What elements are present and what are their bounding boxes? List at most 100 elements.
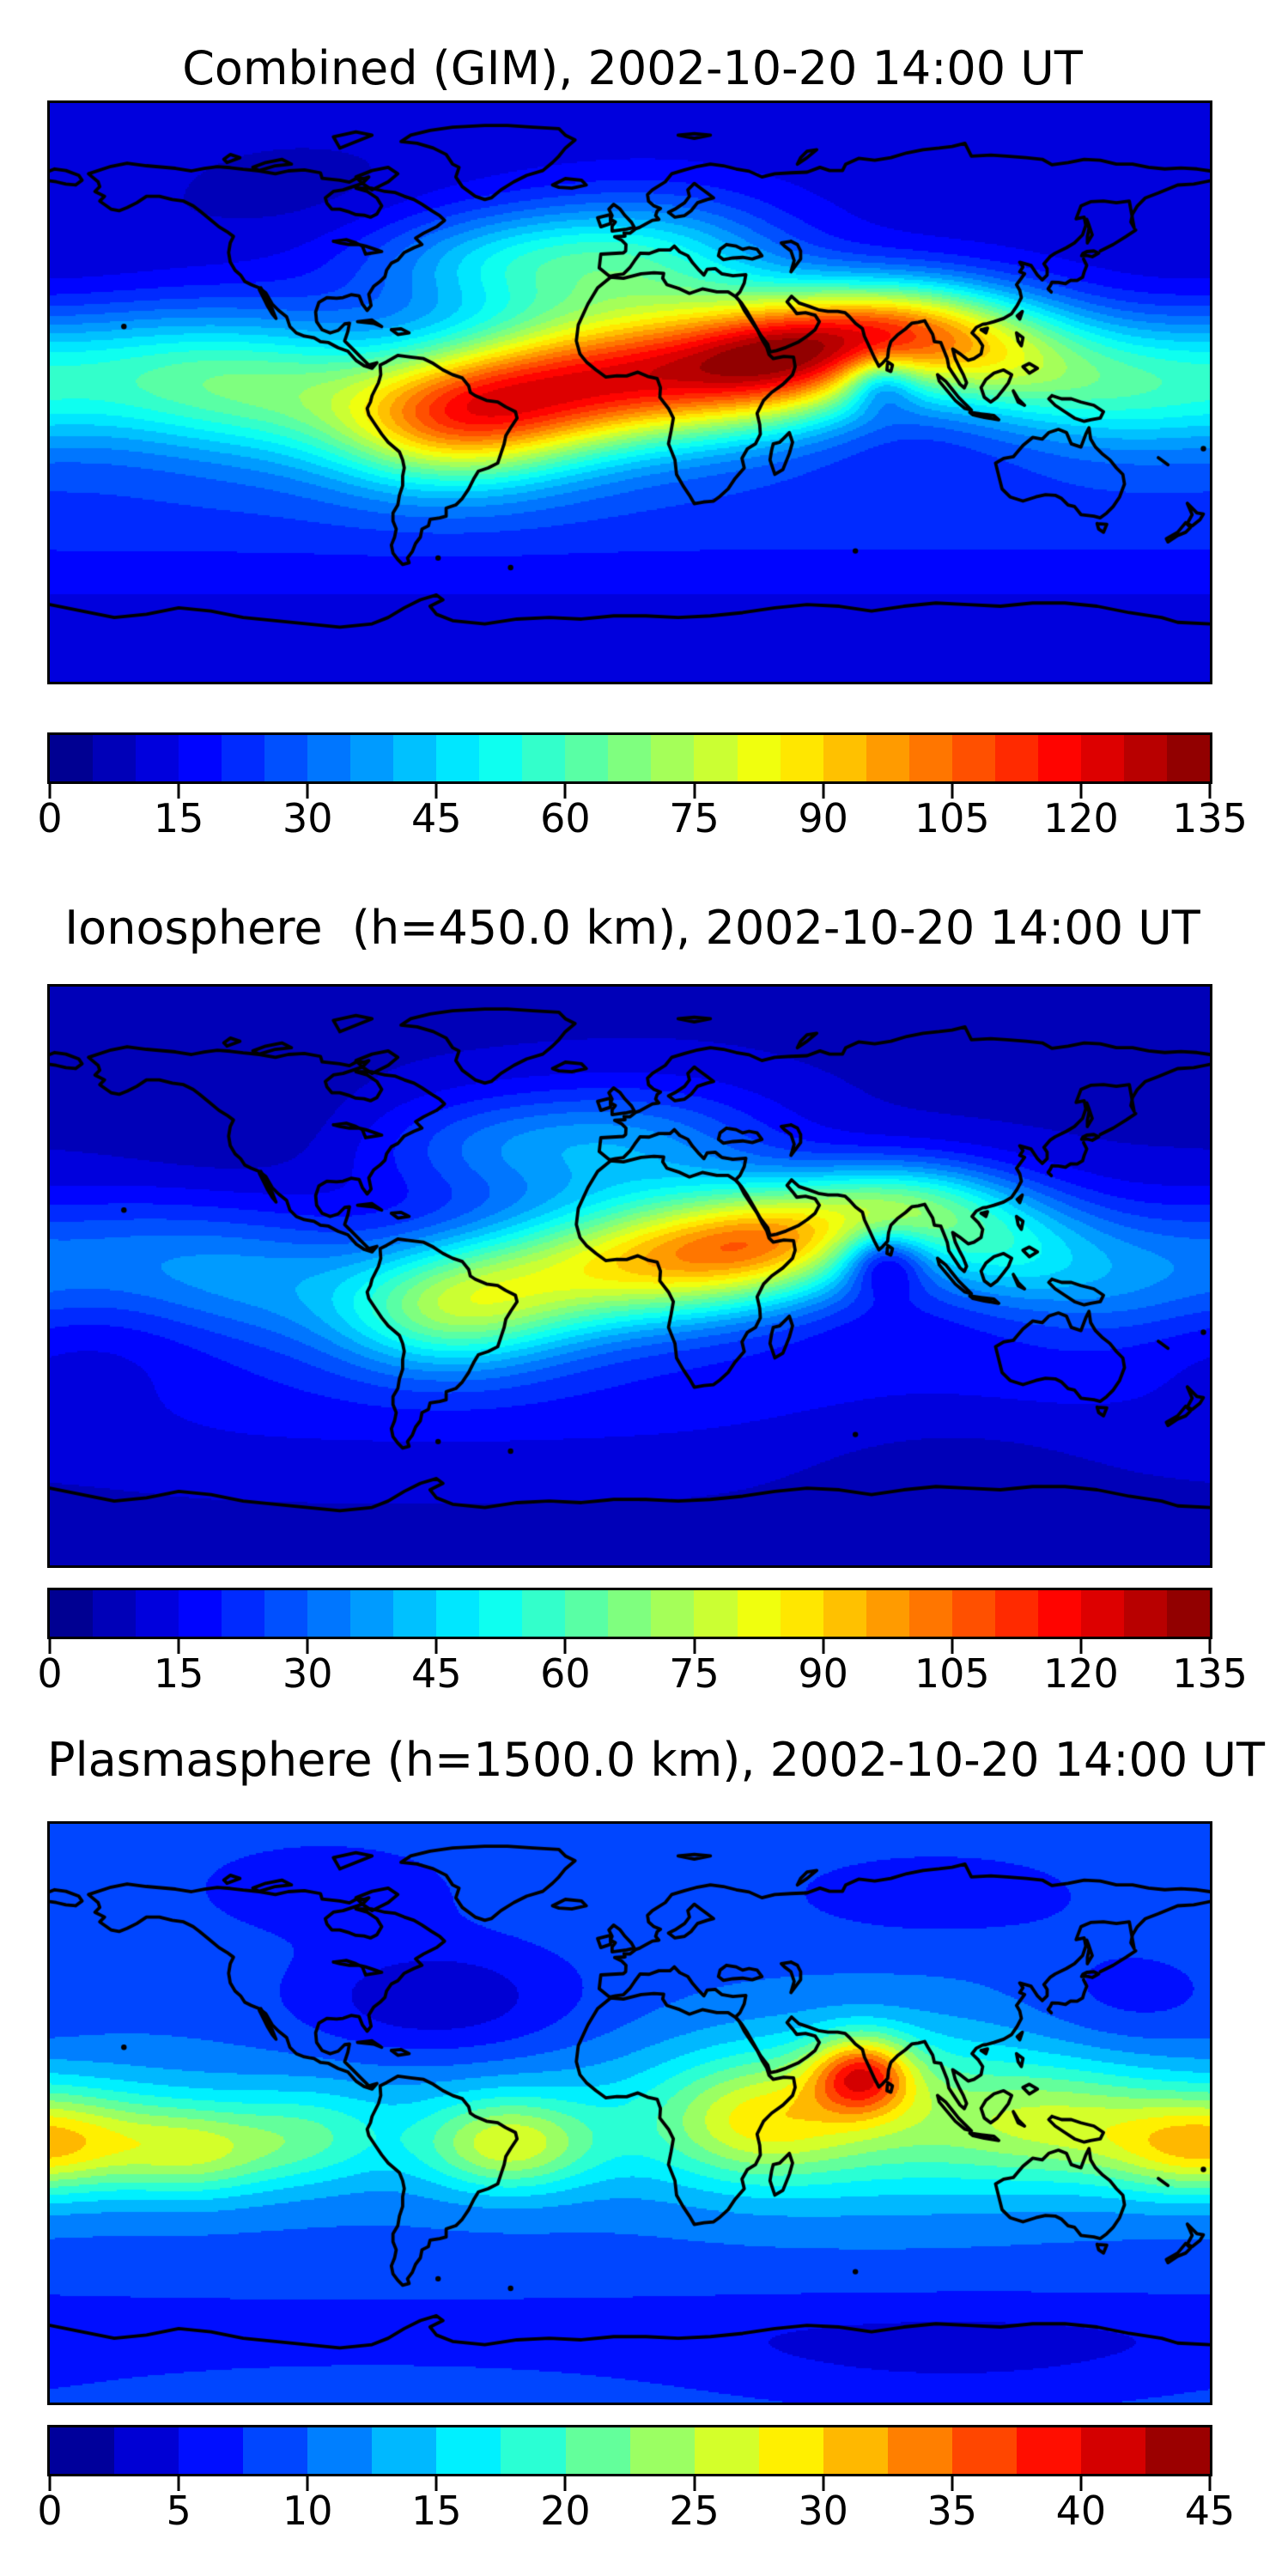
colorbar-plasmasphere <box>47 2425 1212 2476</box>
colorbar-segment <box>1080 735 1124 781</box>
colorbar-tick-mark <box>822 2476 825 2491</box>
colorbar-segment <box>522 1590 566 1637</box>
colorbar-ticks-ionosphere <box>48 1639 1212 1655</box>
colorbar-segment <box>994 735 1038 781</box>
colorbar-tick-label: 0 <box>37 1650 63 1697</box>
colorbar-tick-label: 45 <box>411 1650 462 1697</box>
colorbar-segment <box>393 735 437 781</box>
colorbar-tick-mark <box>563 2476 567 2491</box>
colorbar-segment <box>307 735 351 781</box>
panel-title-combined: Combined (GIM), 2002-10-20 14:00 UT <box>182 41 1083 95</box>
colorbar-segment <box>436 735 480 781</box>
colorbar-segment <box>93 1590 137 1637</box>
colorbar-tick-label: 60 <box>540 795 591 841</box>
colorbar-segment <box>179 735 222 781</box>
colorbar-segment <box>780 1590 823 1637</box>
colorbar-tick-mark <box>693 2476 696 2491</box>
colorbar-tick-label: 75 <box>669 1650 720 1697</box>
colorbar-segment <box>866 735 909 781</box>
colorbar-segment <box>222 1590 265 1637</box>
colorbar-tick-mark <box>177 1639 180 1654</box>
colorbar-segment <box>887 2427 952 2474</box>
colorbar-labels-combined: 0 15 30 45 60 75 90 105 120 135 <box>37 795 1248 845</box>
colorbar-tick-label: 10 <box>282 2488 333 2534</box>
colorbar-segment <box>951 735 995 781</box>
colorbar-tick-mark <box>434 2476 438 2491</box>
colorbar-tick-mark <box>48 1639 52 1654</box>
colorbar-tick-mark <box>563 784 567 799</box>
colorbar-segment <box>951 2427 1017 2474</box>
colorbar-tick-label: 105 <box>914 795 990 841</box>
colorbar-segment <box>179 1590 222 1637</box>
colorbar-segment <box>565 735 609 781</box>
map-combined <box>47 100 1212 684</box>
colorbar-segment <box>823 1590 866 1637</box>
colorbar-segment <box>951 1590 995 1637</box>
colorbar-tick-label: 30 <box>282 795 333 841</box>
colorbar-tick-label: 90 <box>798 1650 848 1697</box>
map-plasmasphere <box>47 1821 1212 2405</box>
colorbar-segment <box>350 1590 394 1637</box>
colorbar-tick-mark <box>693 1639 696 1654</box>
colorbar-segment <box>307 2427 373 2474</box>
colorbar-segment <box>93 735 137 781</box>
colorbar-labels-ionosphere: 0 15 30 45 60 75 90 105 120 135 <box>37 1650 1248 1700</box>
colorbar-segment <box>780 735 823 781</box>
colorbar-segment <box>264 735 308 781</box>
colorbar-segment <box>823 735 866 781</box>
map-ionosphere <box>47 984 1212 1568</box>
colorbar-segment <box>264 1590 308 1637</box>
colorbar-tick-mark <box>1208 1639 1212 1654</box>
colorbar-segment <box>1166 735 1210 781</box>
colorbar-tick-mark <box>1079 1639 1083 1654</box>
colorbar-segment <box>1145 2427 1211 2474</box>
colorbar-segment <box>479 735 523 781</box>
colorbar-segment <box>1166 1590 1210 1637</box>
colorbar-segment <box>136 735 179 781</box>
colorbar-tick-mark <box>1079 784 1083 799</box>
colorbar-tick-label: 15 <box>153 795 204 841</box>
colorbar-tick-label: 0 <box>37 795 63 841</box>
colorbar-segment <box>565 2427 630 2474</box>
colorbar-segment <box>479 1590 523 1637</box>
colorbar-segment <box>694 735 738 781</box>
colorbar-combined <box>47 732 1212 784</box>
colorbar-tick-mark <box>434 1639 438 1654</box>
colorbar-tick-label: 15 <box>411 2488 462 2534</box>
colorbar-segment <box>1081 2427 1146 2474</box>
colorbar-segment <box>823 2427 888 2474</box>
colorbar-tick-mark <box>563 1639 567 1654</box>
colorbar-segment <box>1080 1590 1124 1637</box>
colorbar-segment <box>1037 735 1081 781</box>
colorbar-segment <box>436 2427 501 2474</box>
colorbar-tick-label: 105 <box>914 1650 990 1697</box>
colorbar-segment <box>372 2427 437 2474</box>
colorbar-tick-mark <box>1208 784 1212 799</box>
colorbar-segment <box>908 735 952 781</box>
colorbar-segment <box>1123 1590 1167 1637</box>
colorbar-tick-label: 20 <box>540 2488 591 2534</box>
colorbar-segment <box>1016 2427 1081 2474</box>
colorbar-ticks-plasmasphere <box>48 2476 1212 2492</box>
colorbar-tick-mark <box>48 784 52 799</box>
colorbar-segment <box>994 1590 1038 1637</box>
colorbar-segment <box>651 1590 695 1637</box>
colorbar-segment <box>522 735 566 781</box>
colorbar-segment <box>608 1590 652 1637</box>
colorbar-segment <box>694 1590 738 1637</box>
colorbar-tick-mark <box>1079 2476 1083 2491</box>
colorbar-ticks-combined <box>48 784 1212 799</box>
colorbar-segment <box>758 2427 823 2474</box>
colorbar-segment <box>307 1590 351 1637</box>
colorbar-tick-label: 135 <box>1172 1650 1248 1697</box>
colorbar-gradient-combined <box>50 735 1210 781</box>
colorbar-tick-label: 45 <box>411 795 462 841</box>
colorbar-tick-mark <box>306 1639 309 1654</box>
panel-title-plasmasphere: Plasmasphere (h=1500.0 km), 2002-10-20 1… <box>47 1733 1265 1787</box>
map-canvas-combined <box>50 103 1210 682</box>
colorbar-segment <box>694 2427 759 2474</box>
colorbar-segment <box>908 1590 952 1637</box>
map-canvas-plasmasphere <box>50 1824 1210 2403</box>
colorbar-gradient-plasmasphere <box>50 2427 1211 2474</box>
